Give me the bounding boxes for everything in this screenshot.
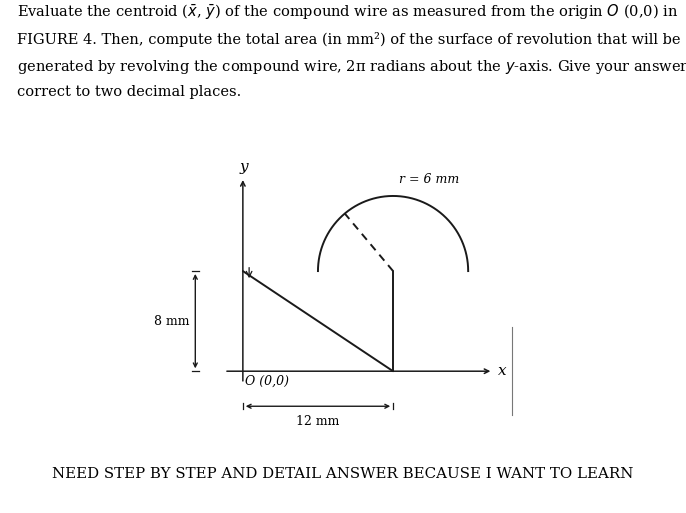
Text: NEED STEP BY STEP AND DETAIL ANSWER BECAUSE I WANT TO LEARN: NEED STEP BY STEP AND DETAIL ANSWER BECA… <box>52 467 634 481</box>
Text: 12 mm: 12 mm <box>296 415 340 428</box>
Text: y: y <box>239 160 248 174</box>
Text: Evaluate the centroid ($\bar{x}$, $\bar{y}$) of the compound wire as measured fr: Evaluate the centroid ($\bar{x}$, $\bar{… <box>17 3 686 100</box>
Text: 8 mm: 8 mm <box>154 314 189 328</box>
Text: r = 6 mm: r = 6 mm <box>399 173 460 186</box>
Text: O (0,0): O (0,0) <box>245 375 289 388</box>
Text: x: x <box>498 364 507 378</box>
